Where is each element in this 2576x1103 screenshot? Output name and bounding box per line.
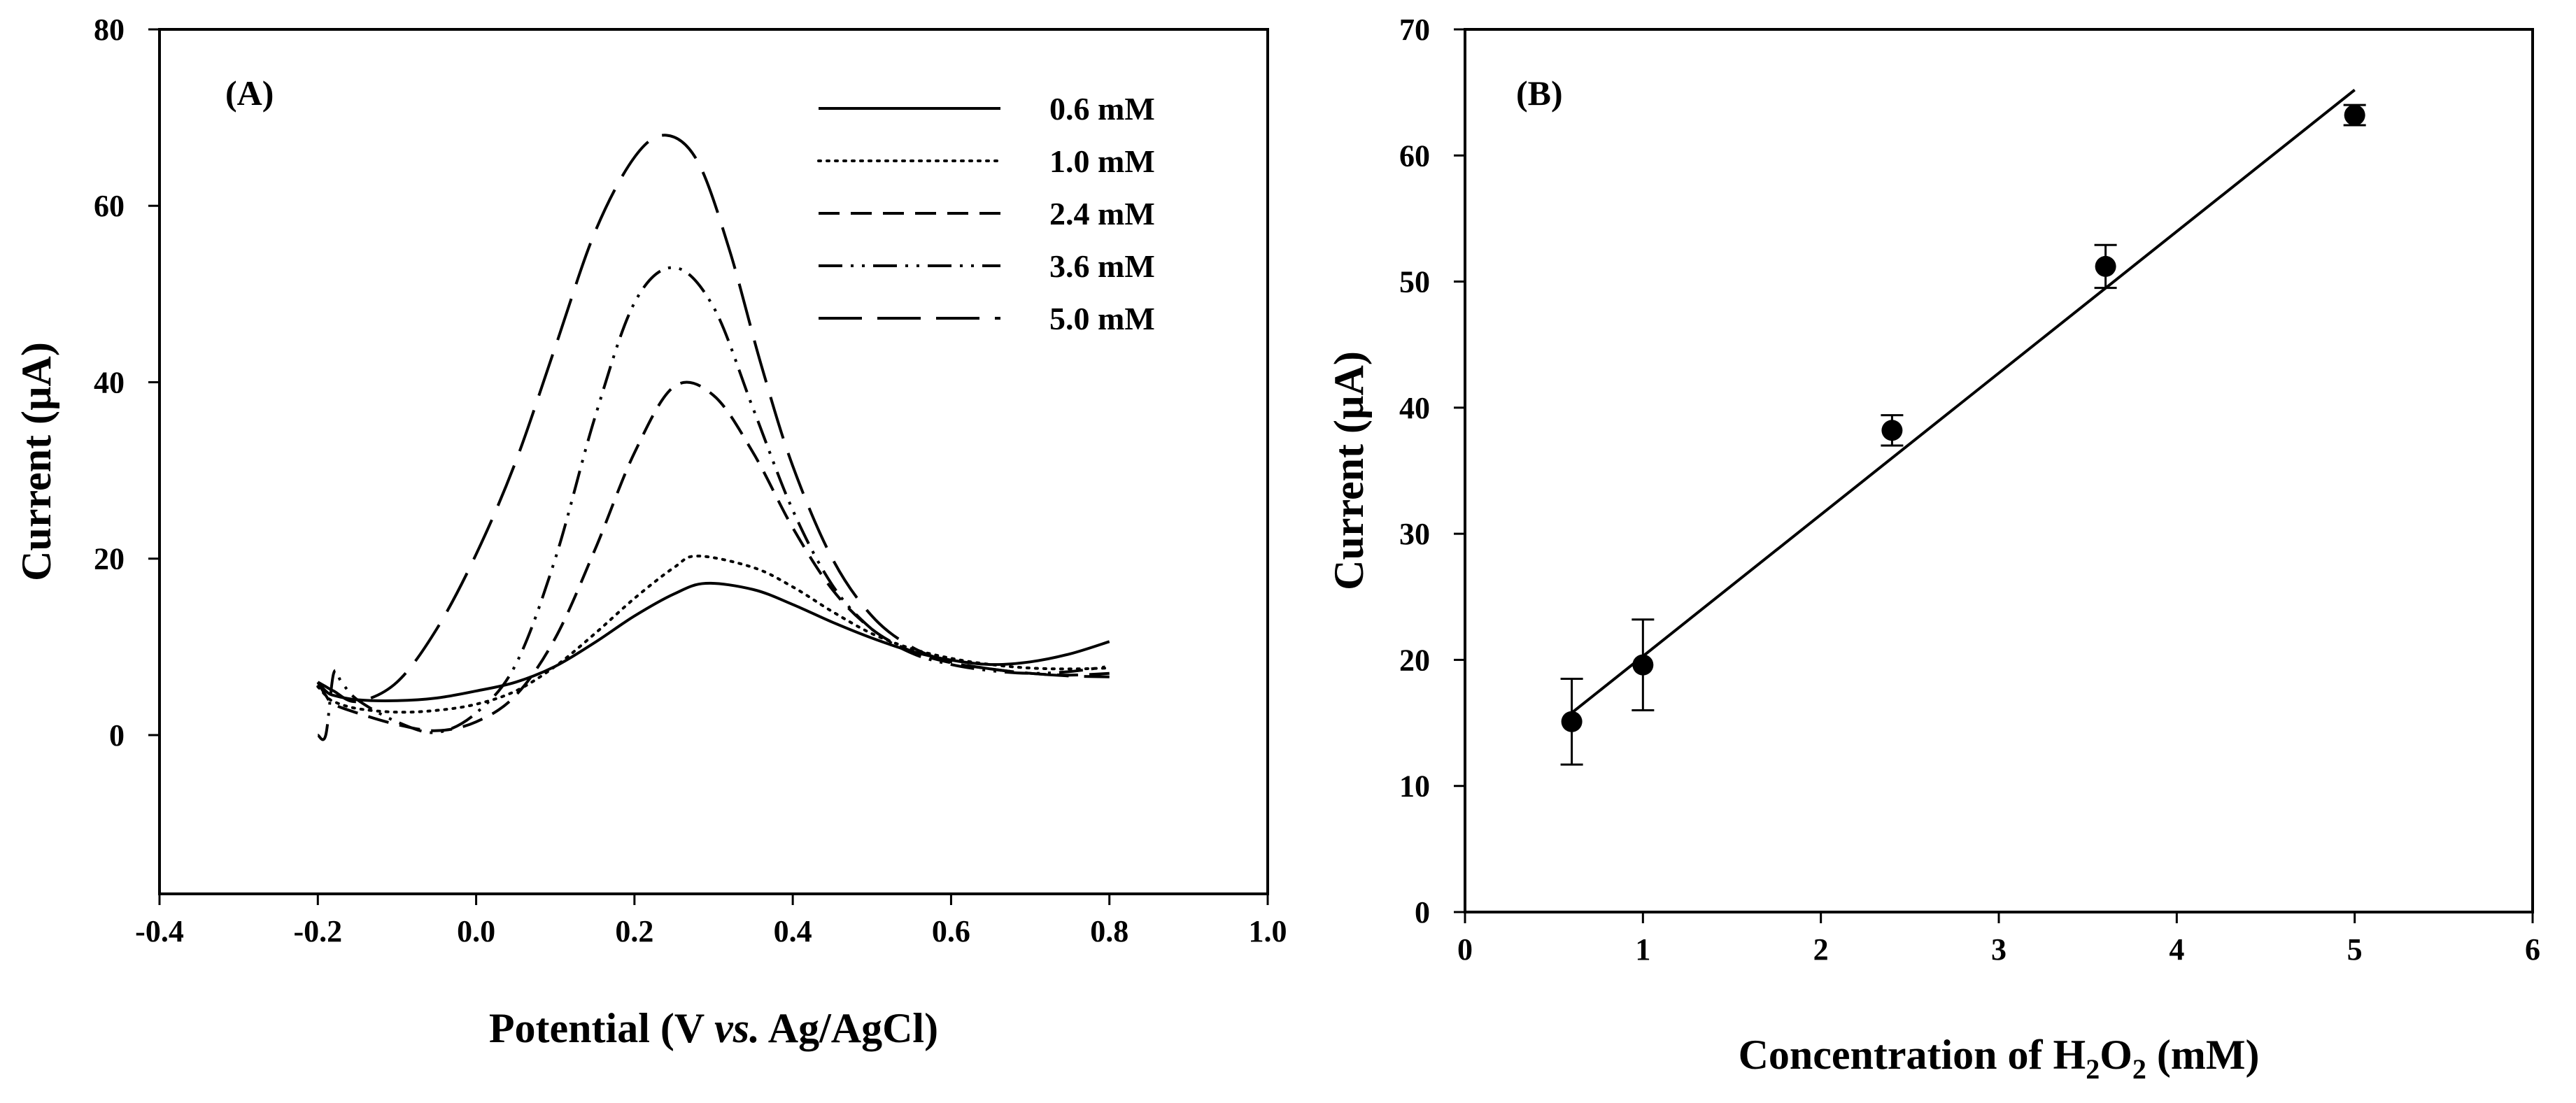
legend-label-2: 2.4 mM xyxy=(1049,196,1155,232)
panel-a-y-axis-title: Current (µA) xyxy=(13,342,59,581)
panel-b-x-tick-label-5: 5 xyxy=(2347,932,2363,967)
panel-a-y-tick-label-1: 20 xyxy=(94,542,125,576)
panel-a-x-tick-label-1: -0.2 xyxy=(293,914,342,948)
panel-b-x-tick-label-2: 2 xyxy=(1813,932,1829,967)
series-line-4 xyxy=(317,134,1110,704)
panel-a-label: (A) xyxy=(225,73,274,113)
panel-b-y-tick-label-0: 0 xyxy=(1415,895,1430,930)
panel-b-label: (B) xyxy=(1516,73,1563,113)
panel-a-y-ticks: 0 20 40 60 80 xyxy=(94,13,160,753)
panel-b-y-tick-label-5: 50 xyxy=(1399,265,1430,299)
panel-b-x-axis-title-part-1: Concentration of H xyxy=(1739,1032,2086,1078)
panel-a-chart: (A) -0.4 -0.2 0.0 0.2 0.4 0.6 0.8 1.0 0 20 40 60 80… xyxy=(13,13,1287,1051)
panel-b-x-axis-title: Concentration of H2O2 (mM) xyxy=(1739,1032,2260,1085)
panel-a-y-tick-label-2: 40 xyxy=(94,365,125,399)
panel-b-y-tick-label-4: 40 xyxy=(1399,391,1430,425)
panel-b-x-tick-label-1: 1 xyxy=(1635,932,1650,967)
series-line-3 xyxy=(317,266,1110,741)
panel-b-chart: (B) 0 1 2 3 4 5 6 0 10 20 30 40 50 60 70 Concentratio… xyxy=(1326,13,2540,1085)
panel-a-y-tick-label-3: 60 xyxy=(94,189,125,223)
panel-b-points xyxy=(1560,104,2366,766)
legend-label-0: 0.6 mM xyxy=(1049,91,1155,127)
panel-b-x-tick-label-3: 3 xyxy=(1991,932,2007,967)
panel-b-x-tick-label-4: 4 xyxy=(2169,932,2184,967)
data-point-3 xyxy=(2095,255,2116,277)
data-point-2 xyxy=(1881,420,1903,441)
panel-a-x-axis-title-vs: vs. xyxy=(714,1005,760,1051)
panel-a-x-axis-title-part-1: Potential (V xyxy=(489,1005,714,1051)
panel-a-x-axis-title-part-2: Ag/AgCl) xyxy=(760,1005,938,1051)
panel-a-x-tick-label-7: 1.0 xyxy=(1249,914,1287,948)
data-point-1 xyxy=(1632,654,1654,676)
data-point-4 xyxy=(2344,104,2365,126)
legend-label-4: 5.0 mM xyxy=(1049,301,1155,336)
panel-a-x-axis-title: Potential (V vs. Ag/AgCl) xyxy=(489,1005,938,1051)
panel-b-y-tick-label-2: 20 xyxy=(1399,643,1430,677)
panel-a-x-tick-label-0: -0.4 xyxy=(135,914,184,948)
panel-a-x-tick-label-4: 0.4 xyxy=(774,914,812,948)
legend-label-3: 3.6 mM xyxy=(1049,248,1155,284)
panel-b-x-ticks: 0 1 2 3 4 5 6 xyxy=(1457,912,2540,967)
panel-a-x-tick-label-5: 0.6 xyxy=(932,914,970,948)
panel-a-x-tick-label-6: 0.8 xyxy=(1090,914,1128,948)
panel-a-series xyxy=(316,134,1111,741)
fit-line xyxy=(1571,88,2356,714)
panel-a-x-tick-label-3: 0.2 xyxy=(615,914,653,948)
legend-label-1: 1.0 mM xyxy=(1049,143,1155,179)
panel-b-y-axis-title: Current (µA) xyxy=(1326,351,1372,590)
panel-a-plot-frame xyxy=(158,28,1269,895)
panel-b-x-axis-title-sub-1: 2 xyxy=(2086,1053,2100,1085)
panel-a-legend: 0.6 mM 1.0 mM 2.4 mM 3.6 mM 5.0 mM xyxy=(817,91,1155,336)
panel-b-y-tick-label-1: 10 xyxy=(1399,769,1430,804)
panel-b-x-axis-title-sub-2: 2 xyxy=(2132,1053,2146,1085)
panel-b-y-ticks: 0 10 20 30 40 50 60 70 xyxy=(1399,13,1465,930)
panel-b-y-tick-label-6: 60 xyxy=(1399,138,1430,173)
series-line-1 xyxy=(316,554,1111,714)
panel-a-y-tick-label-0: 0 xyxy=(109,718,125,753)
panel-b-x-tick-label-6: 6 xyxy=(2525,932,2540,967)
data-point-0 xyxy=(1561,711,1583,732)
panel-b-x-tick-label-0: 0 xyxy=(1457,932,1473,967)
panel-b-y-tick-label-7: 70 xyxy=(1399,13,1430,47)
panel-b-x-axis-title-part-2: O xyxy=(2100,1032,2132,1078)
panel-a-x-ticks: -0.4 -0.2 0.0 0.2 0.4 0.6 0.8 1.0 xyxy=(135,894,1287,948)
panel-b-y-tick-label-3: 30 xyxy=(1399,517,1430,551)
panel-b-x-axis-title-part-3: (mM) xyxy=(2146,1032,2260,1078)
panel-a-x-tick-label-2: 0.0 xyxy=(457,914,495,948)
series-line-2 xyxy=(316,380,1110,732)
panel-a-y-tick-label-4: 80 xyxy=(94,13,125,47)
panel-b-plot-frame xyxy=(1464,28,2534,913)
panel-b-fit xyxy=(1571,88,2356,714)
series-line-0 xyxy=(316,581,1110,702)
